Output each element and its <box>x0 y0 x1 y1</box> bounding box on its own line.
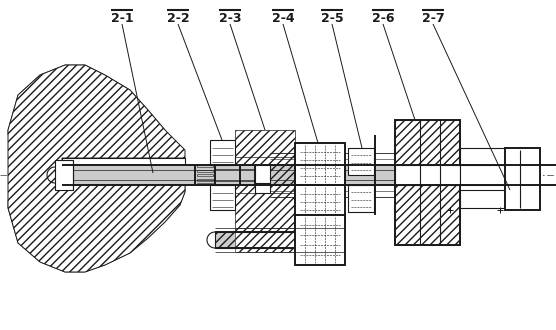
Bar <box>235 228 295 252</box>
Bar <box>295 185 345 227</box>
Bar <box>197 183 213 185</box>
Text: 2-7: 2-7 <box>421 12 444 24</box>
Bar <box>215 232 295 248</box>
Bar <box>270 165 295 185</box>
Polygon shape <box>8 65 185 165</box>
Bar <box>295 143 345 185</box>
Bar <box>348 148 374 175</box>
Text: 2-2: 2-2 <box>167 12 189 24</box>
Bar <box>197 174 213 176</box>
Bar <box>62 158 185 180</box>
Text: 2-5: 2-5 <box>321 12 343 24</box>
Bar <box>460 165 535 185</box>
Bar <box>395 120 460 245</box>
Text: 2-1: 2-1 <box>111 12 133 24</box>
Bar <box>235 185 295 230</box>
Polygon shape <box>8 65 185 272</box>
Bar <box>295 215 345 265</box>
Bar <box>55 160 73 190</box>
Bar <box>210 185 235 210</box>
Bar <box>62 165 460 185</box>
Bar <box>197 179 213 181</box>
Bar <box>348 185 374 212</box>
Bar <box>505 148 540 210</box>
Text: 2-6: 2-6 <box>372 12 394 24</box>
Bar <box>215 232 295 248</box>
Bar <box>460 190 535 208</box>
Bar <box>255 183 270 193</box>
Bar <box>460 148 535 168</box>
Bar <box>255 165 270 185</box>
Text: 2-4: 2-4 <box>272 12 294 24</box>
Bar <box>197 170 213 172</box>
Text: 2-3: 2-3 <box>219 12 241 24</box>
Bar <box>270 165 295 185</box>
Bar <box>215 232 295 248</box>
Bar <box>210 140 235 165</box>
Bar <box>197 165 213 167</box>
Bar <box>395 165 460 185</box>
Polygon shape <box>8 175 185 272</box>
Bar <box>235 130 295 165</box>
Bar <box>395 120 460 245</box>
